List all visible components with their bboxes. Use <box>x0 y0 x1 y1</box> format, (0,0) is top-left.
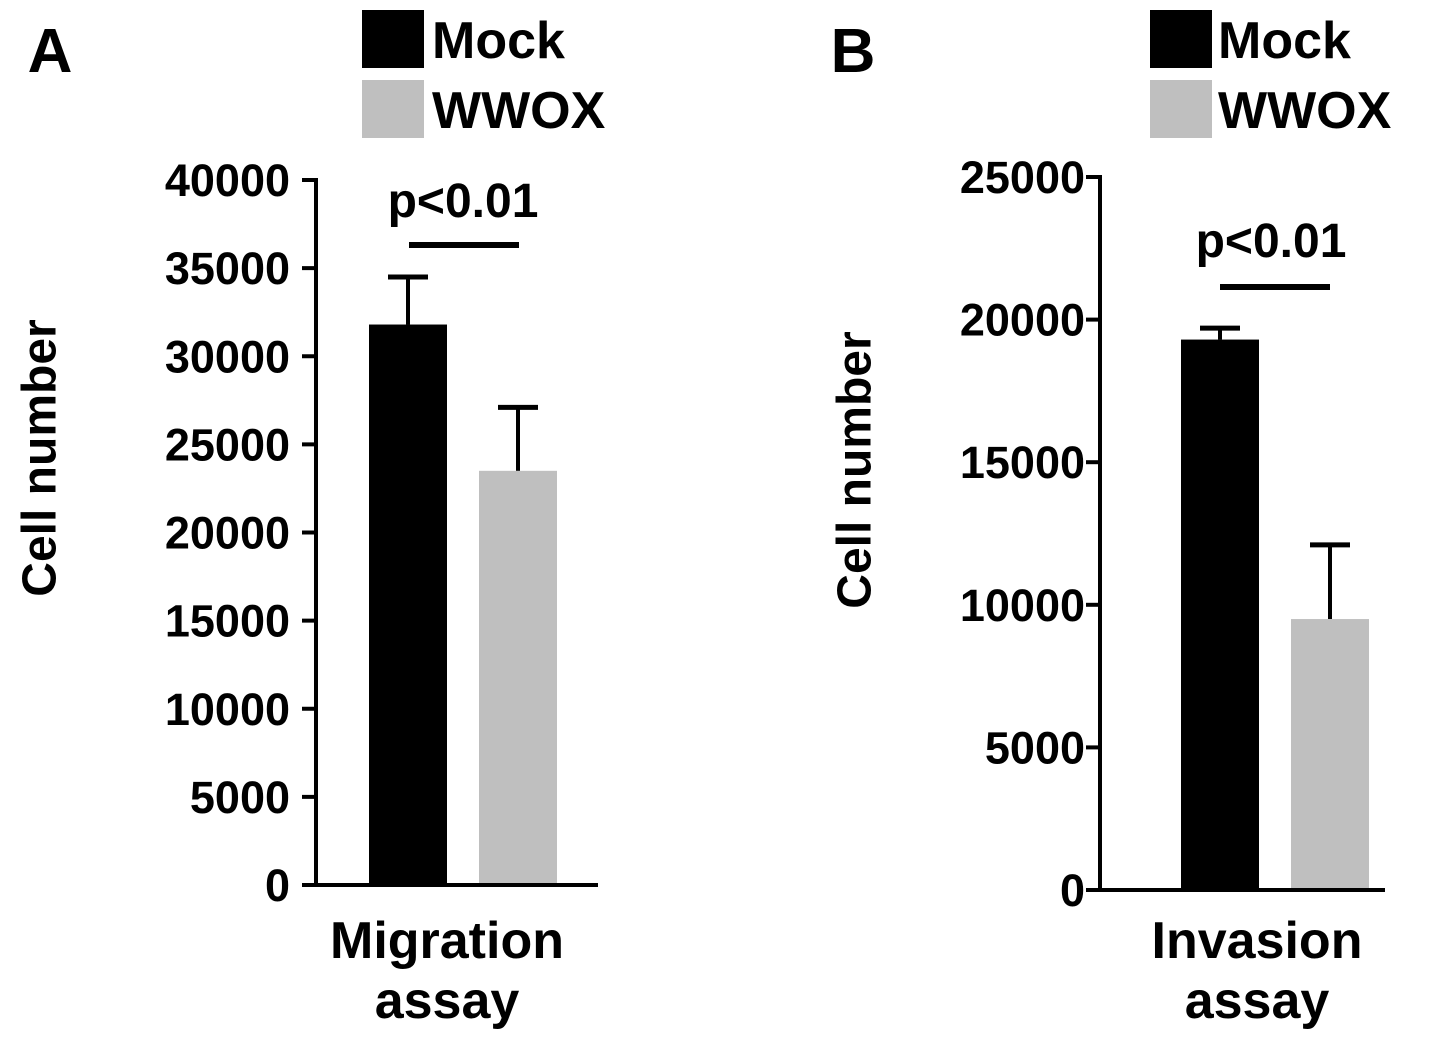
y-axis-label: Cell number <box>14 319 67 596</box>
bar-mock <box>1181 339 1259 891</box>
legend-label-wwox: WWOX <box>432 82 606 140</box>
panel-b: B Mock WWOX 0 5000 10000 15000 20000 25000 p<0.01… <box>829 10 1392 1030</box>
y-axis-label: Cell number <box>829 331 882 608</box>
panel-a: A Mock WWOX 0 5000 10000 15000 20000 25000 30000 3… <box>14 10 606 1030</box>
legend-swatch-wwox <box>362 80 424 138</box>
y-tick-label: 5000 <box>190 772 290 823</box>
x-axis-label-line1: Migration <box>330 912 564 970</box>
legend-label-mock: Mock <box>432 12 565 70</box>
y-tick-label: 5000 <box>985 722 1085 773</box>
y-tick-label: 30000 <box>165 331 290 382</box>
panel-label: B <box>831 17 876 86</box>
y-tick-label: 20000 <box>960 295 1085 346</box>
p-value-annotation: p<0.01 <box>1196 215 1347 268</box>
panel-label: A <box>28 17 73 86</box>
bar-wwox <box>479 470 557 885</box>
bar-mock <box>369 324 447 885</box>
p-value-annotation: p<0.01 <box>388 175 539 228</box>
x-axis-label-line2: assay <box>375 972 520 1030</box>
y-tick-label: 10000 <box>165 684 290 735</box>
x-axis-label-line1: Invasion <box>1152 912 1363 970</box>
legend-label-mock: Mock <box>1218 12 1351 70</box>
y-tick-label: 20000 <box>165 508 290 559</box>
y-tick-label: 25000 <box>165 419 290 470</box>
y-tick-label: 0 <box>265 860 290 911</box>
y-tick-label: 10000 <box>960 580 1085 631</box>
legend-swatch-wwox <box>1150 80 1212 138</box>
y-tick-label: 0 <box>1060 865 1085 916</box>
x-axis-label-line2: assay <box>1185 972 1330 1030</box>
legend-label-wwox: WWOX <box>1218 82 1392 140</box>
bar-wwox <box>1291 619 1369 890</box>
y-tick-label: 25000 <box>960 152 1085 203</box>
y-tick-label: 15000 <box>960 437 1085 488</box>
legend-swatch-mock <box>362 10 424 68</box>
y-tick-label: 40000 <box>165 155 290 206</box>
legend-swatch-mock <box>1150 10 1212 68</box>
y-tick-label: 35000 <box>165 243 290 294</box>
y-tick-label: 15000 <box>165 596 290 647</box>
